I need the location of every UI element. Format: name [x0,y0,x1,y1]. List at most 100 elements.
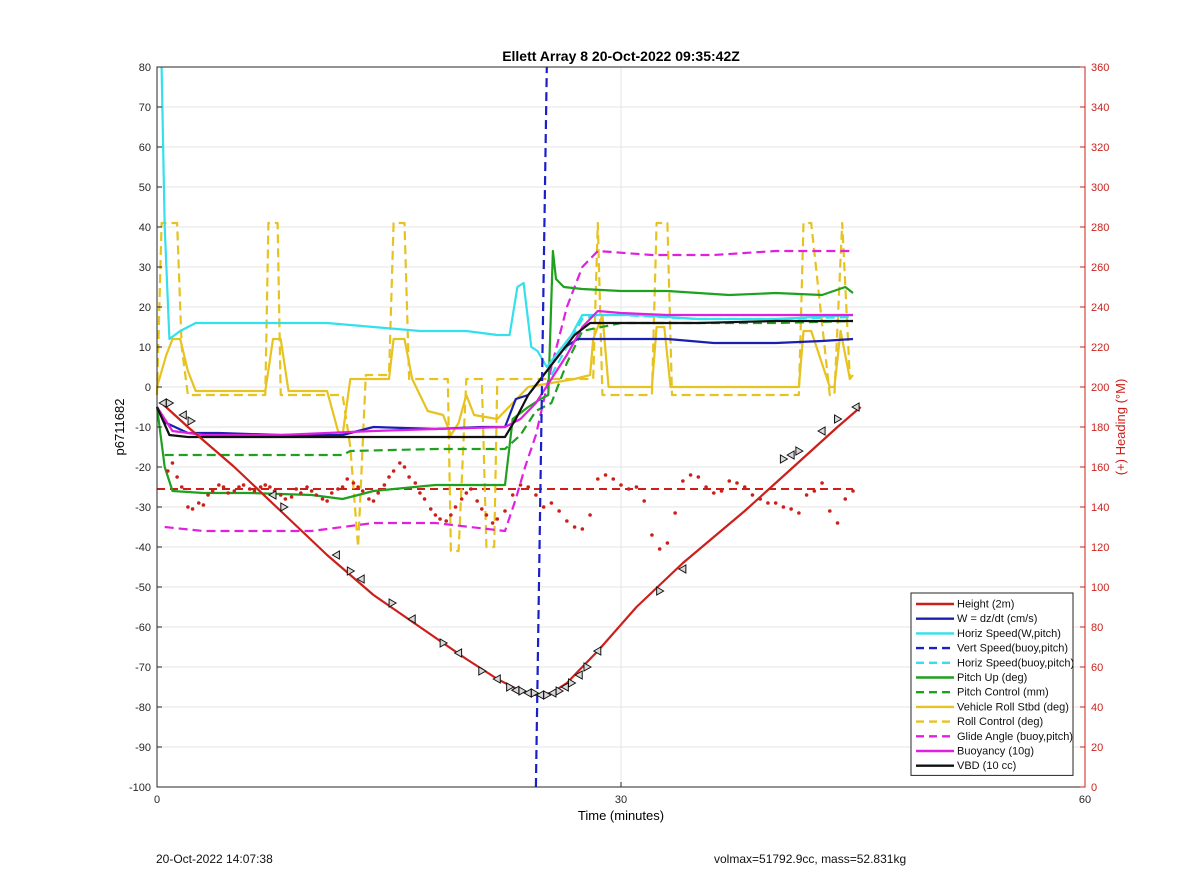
series-line-9 [164,249,853,533]
heading-point [719,489,724,493]
heading-point [402,465,407,469]
heading-point [351,481,356,485]
heading-point [226,491,230,495]
heading-point [289,495,294,499]
x-tick-label: 0 [154,794,160,806]
y2-axis-label: (+) Heading (°M) [1113,379,1128,476]
heading-point [843,497,848,501]
heading-point [565,519,569,523]
y-tick-label: -50 [135,582,151,594]
height-marker [851,402,860,412]
heading-point [580,527,585,531]
legend-label: W = dz/dt (cm/s) [957,613,1037,625]
series-line-4 [550,313,854,376]
heading-point [510,493,515,497]
height-marker [795,446,804,456]
heading-point [503,509,507,513]
height-marker [356,574,365,584]
heading-point [459,497,464,501]
y-tick-label: -10 [135,422,151,434]
height-marker [388,598,398,608]
legend-label: Height (2m) [957,599,1014,611]
heading-point [766,501,770,505]
heading-point [356,485,360,489]
heading-point [611,477,616,481]
height-marker [518,686,528,696]
height-marker [592,646,602,656]
heading-point [696,475,701,479]
height-marker [187,416,197,426]
x-tick-label: 60 [1079,794,1091,806]
heading-point [835,521,840,525]
y-tick-label: -90 [135,742,151,754]
heading-point [673,511,677,515]
height-marker [478,666,487,676]
heading-point [252,489,257,493]
heading-point [557,509,561,513]
height-marker [331,550,340,560]
height-marker [817,426,826,436]
heading-point [382,483,387,487]
heading-point [166,469,170,473]
heading-point [268,485,272,489]
height-marker [555,686,565,696]
y2-tick-label: 180 [1091,422,1109,434]
heading-point [232,489,237,493]
legend-label: Glide Angle (buoy,pitch) [957,731,1073,743]
heading-point [475,499,479,503]
heading-point [283,497,288,501]
y-tick-label: 10 [139,342,151,354]
heading-point [712,491,716,495]
legend-label: VBD (10 cc) [957,760,1016,772]
heading-point [438,517,442,521]
series-line-7 [155,313,854,437]
heading-point [797,511,801,515]
heading-point [665,541,670,545]
height-marker [439,638,449,648]
heading-point [241,483,246,487]
height-marker [543,690,552,700]
series-layer [155,66,862,788]
heading-point [263,483,268,487]
heading-point [657,547,662,551]
heading-point [309,489,314,493]
heading-point [727,479,732,483]
heading-point [588,513,592,517]
height-markers-layer [158,398,860,700]
height-marker [346,566,356,576]
y2-tick-label: 300 [1091,182,1109,194]
y-tick-label: 40 [139,222,151,234]
chart-title: Ellett Array 8 20-Oct-2022 09:35:42Z [502,48,740,64]
y-tick-label: 30 [139,262,151,274]
y2-tick-label: 80 [1091,622,1103,634]
heading-point [534,493,538,497]
y-tick-label: 0 [145,382,151,394]
series-line-11 [155,319,853,439]
height-marker [834,414,843,424]
y-tick-label: -60 [135,622,151,634]
height-marker [786,450,795,460]
heading-point [469,487,473,491]
heading-point [495,517,500,521]
heading-point [360,489,365,493]
heading-point [596,477,600,481]
heading-point [541,505,546,509]
heading-point [179,485,184,489]
heading-point [196,501,201,505]
x-axis-label: Time (minutes) [578,808,664,823]
heading-point [619,483,623,487]
height-marker [677,564,687,574]
series-line-8 [155,221,855,553]
height-marker [506,682,515,692]
legend-label: Roll Control (deg) [957,716,1043,728]
heading-point [336,487,340,491]
heading-point [305,485,309,489]
heading-point [681,479,685,483]
y-tick-label: 50 [139,182,151,194]
legend: Height (2m) W = dz/dt (cm/s) Horiz Speed(W… [910,592,1074,776]
series-line-3 [534,66,548,788]
heading-point [433,513,438,517]
y-tick-label: -40 [135,542,151,554]
heading-point [704,485,708,489]
legend-label: Horiz Speed(buoy,pitch) [957,657,1074,669]
